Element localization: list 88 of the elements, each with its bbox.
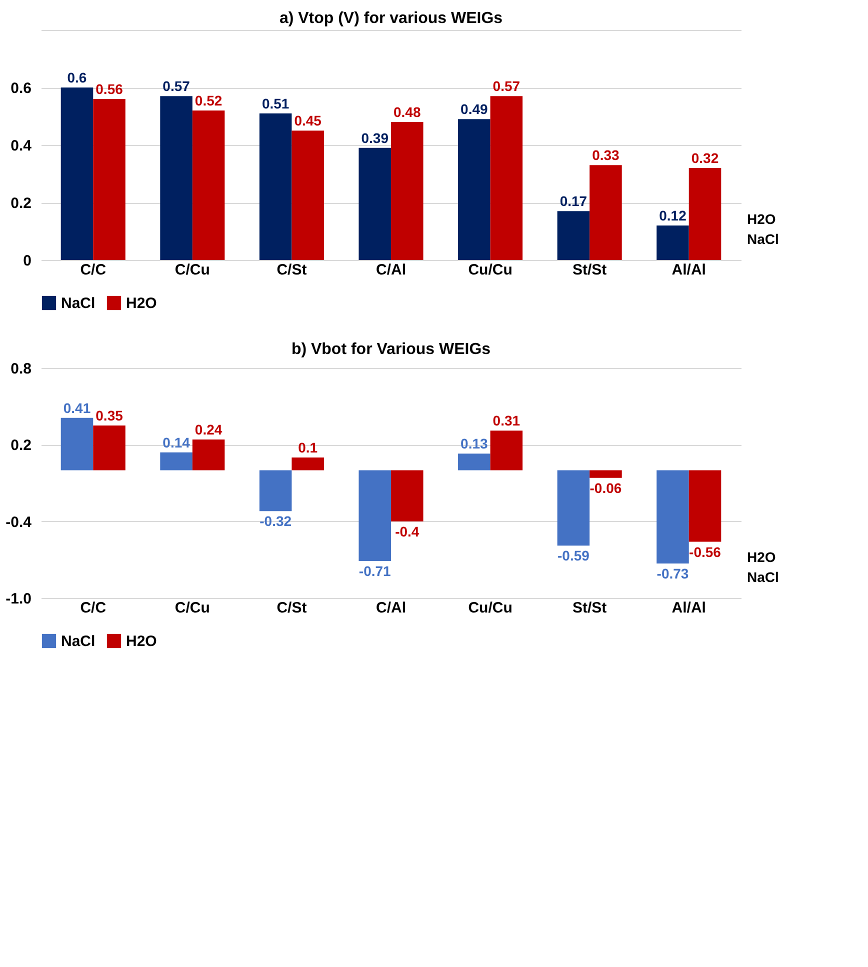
data-label: -0.71 — [358, 562, 392, 579]
text: NaCl — [747, 569, 779, 585]
bar — [358, 470, 391, 561]
y-tick-label: 0.2 — [10, 437, 32, 454]
data-label: 0.41 — [63, 400, 91, 416]
bar — [557, 470, 590, 546]
bar — [688, 168, 722, 260]
bar — [391, 470, 424, 522]
data-label: -0.59 — [557, 548, 590, 564]
y-tick-label: -1.0 — [6, 590, 32, 608]
x-tick-label: C/C — [80, 600, 106, 616]
text: NaCl — [747, 231, 779, 247]
data-label: 0.45 — [294, 112, 322, 129]
bar — [160, 96, 192, 260]
x-tick-label: C/Cu — [174, 600, 210, 616]
chart-title: b) Vbot for Various WEIGs — [291, 341, 491, 358]
data-label: -0.56 — [689, 544, 722, 560]
bar — [60, 88, 94, 260]
x-tick-label: St/St — [572, 600, 607, 616]
bar — [358, 148, 391, 260]
x-tick-label: C/Cu — [174, 262, 210, 278]
data-label: 0.56 — [96, 81, 124, 97]
y-tick-label: 0 — [23, 252, 32, 270]
bar — [458, 119, 490, 260]
y-tick-label: 0.4 — [10, 138, 32, 154]
bar — [490, 430, 523, 470]
bar — [590, 165, 622, 260]
x-tick-label: Cu/Cu — [468, 262, 512, 278]
data-label: 0.24 — [194, 422, 222, 438]
x-tick-label: St/St — [572, 262, 607, 278]
y-tick-label: -0.4 — [6, 514, 32, 531]
data-label: 0.13 — [460, 436, 488, 452]
bar — [590, 470, 622, 478]
bar — [259, 113, 292, 260]
data-label: 0.48 — [394, 104, 421, 120]
data-label: -0.32 — [260, 513, 292, 530]
bar — [93, 426, 126, 470]
y-tick-label: 0.2 — [10, 195, 32, 212]
data-label: 0.33 — [592, 147, 620, 164]
bar — [656, 226, 689, 260]
y-tick-label: 0.6 — [10, 80, 32, 97]
data-label: 0.57 — [162, 78, 190, 94]
bar — [688, 470, 722, 542]
bar — [93, 99, 126, 260]
bar — [192, 440, 225, 470]
text: H2O — [747, 549, 776, 565]
bar — [391, 122, 424, 260]
x-tick-label: C/C — [80, 262, 106, 278]
bar — [458, 454, 490, 470]
data-label: -0.73 — [656, 566, 689, 582]
data-label: 0.32 — [691, 150, 719, 166]
x-tick-label: Al/Al — [672, 600, 706, 616]
data-label: 0.31 — [492, 412, 520, 429]
data-label: -0.06 — [590, 480, 622, 496]
legend-label: H2O — [126, 633, 158, 650]
data-label: 0.52 — [194, 92, 222, 108]
data-label: 0.57 — [492, 78, 520, 94]
bar — [292, 130, 324, 260]
data-label: 0.14 — [162, 434, 190, 450]
data-label: 0.49 — [460, 101, 488, 118]
bar — [259, 470, 292, 512]
x-tick-label: Al/Al — [672, 262, 706, 278]
legend-label: NaCl — [61, 295, 96, 312]
data-label: 0.51 — [262, 95, 290, 112]
bar — [292, 457, 324, 470]
bar — [192, 110, 225, 260]
data-label: 0.17 — [560, 193, 588, 210]
data-label: 0.6 — [67, 70, 87, 86]
bar — [490, 96, 523, 260]
legend-label: NaCl — [61, 633, 96, 650]
x-tick-label: C/St — [276, 600, 307, 616]
chart-title: a) Vtop (V) for various WEIGs — [279, 10, 503, 27]
bar — [557, 211, 590, 260]
y-tick-label: 0.8 — [10, 360, 32, 378]
text: H2O — [747, 211, 776, 227]
x-tick-label: Cu/Cu — [468, 600, 512, 616]
data-label: 0.1 — [298, 439, 318, 456]
x-tick-label: C/Al — [376, 600, 406, 616]
x-tick-label: C/Al — [376, 262, 406, 278]
data-label: 0.12 — [659, 208, 687, 224]
bar — [60, 418, 94, 470]
legend-label: H2O — [126, 295, 158, 312]
bar — [656, 470, 689, 564]
x-tick-label: C/St — [276, 262, 307, 278]
data-label: 0.35 — [96, 408, 124, 424]
bar — [160, 452, 192, 470]
data-label: 0.39 — [361, 130, 389, 146]
data-label: -0.4 — [395, 523, 420, 540]
